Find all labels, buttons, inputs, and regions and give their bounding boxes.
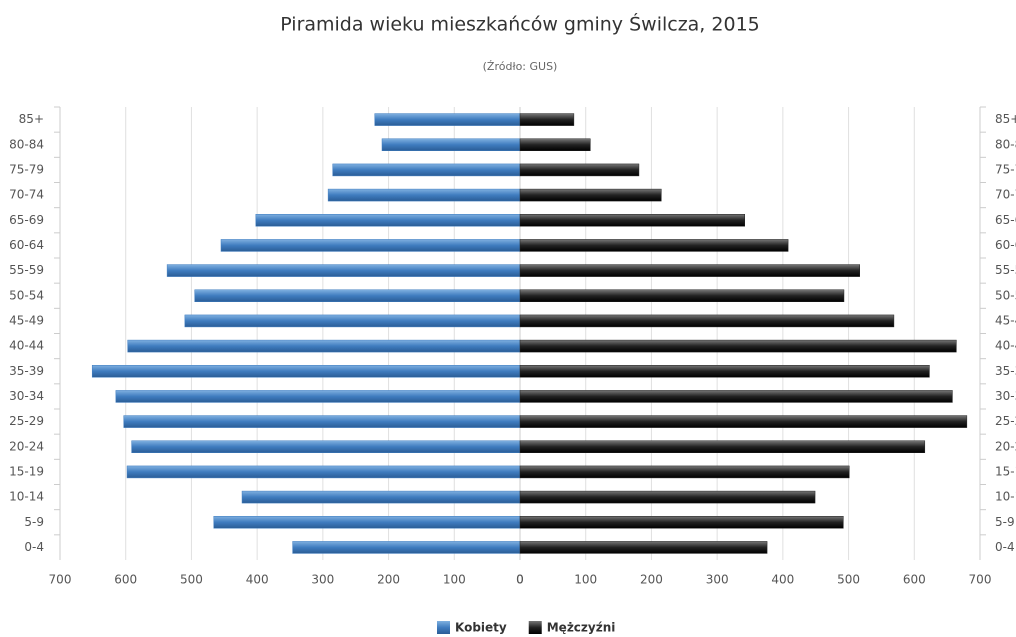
bar — [519, 163, 640, 177]
y-tick-label: 35-39 — [995, 364, 1016, 378]
x-tick-label: 200 — [640, 573, 663, 587]
y-tick-label: 0-4 — [995, 540, 1015, 554]
chart-title: Piramida wieku mieszkańców gminy Świlcza… — [280, 12, 760, 36]
bar — [519, 138, 591, 151]
bar — [194, 289, 521, 302]
y-tick-label: 75-79 — [995, 162, 1016, 176]
y-tick-label: 30-34 — [995, 389, 1016, 403]
bar — [123, 415, 521, 428]
y-tick-label: 50-54 — [9, 288, 44, 302]
x-tick-label: 300 — [311, 573, 334, 587]
bar — [374, 113, 521, 126]
legend-label: Kobiety — [455, 621, 507, 635]
bar — [519, 390, 953, 403]
x-tick-label: 0 — [516, 573, 524, 587]
bar — [166, 264, 521, 277]
y-tick-label: 15-19 — [9, 464, 44, 478]
y-tick-label: 65-69 — [995, 213, 1016, 227]
x-tick-label: 300 — [706, 573, 729, 587]
x-tick-label: 200 — [377, 573, 400, 587]
y-tick-label: 75-79 — [9, 162, 44, 176]
bar — [519, 465, 850, 479]
bar — [332, 163, 521, 177]
y-tick-label: 80-84 — [995, 137, 1016, 151]
bar — [519, 516, 844, 529]
bar — [184, 314, 521, 328]
bar — [519, 289, 845, 302]
y-tick-label: 35-39 — [9, 364, 44, 378]
y-tick-label: 85+ — [19, 112, 44, 126]
y-tick-label: 85+ — [995, 112, 1016, 126]
chart-subtitle: (Źródło: GUS) — [483, 60, 558, 73]
bar — [519, 541, 768, 554]
bar — [519, 314, 895, 328]
bar — [255, 214, 521, 227]
y-tick-label: 15-19 — [995, 464, 1016, 478]
x-tick-label: 400 — [771, 573, 794, 587]
legend-swatch — [528, 621, 542, 634]
y-tick-label: 30-34 — [9, 389, 44, 403]
bar — [519, 415, 968, 428]
y-tick-label: 20-24 — [995, 439, 1016, 453]
bar — [519, 188, 662, 202]
bar — [519, 113, 575, 126]
bar — [292, 541, 521, 554]
bar — [519, 239, 789, 252]
y-tick-label: 70-74 — [9, 188, 44, 202]
y-tick-label: 50-54 — [995, 288, 1016, 302]
bar — [91, 365, 521, 378]
x-tick-label: 500 — [180, 573, 203, 587]
y-tick-label: 65-69 — [9, 213, 44, 227]
bar — [115, 390, 521, 403]
bar — [220, 239, 521, 252]
bar — [519, 440, 926, 453]
y-tick-label: 70-74 — [995, 188, 1016, 202]
y-tick-label: 45-49 — [9, 313, 44, 327]
y-tick-label: 55-59 — [9, 263, 44, 277]
y-tick-label: 55-59 — [995, 263, 1016, 277]
bar — [131, 440, 521, 453]
y-tick-label: 40-44 — [9, 339, 44, 353]
y-tick-label: 10-14 — [995, 490, 1016, 504]
y-tick-label: 5-9 — [24, 515, 44, 529]
x-tick-label: 400 — [246, 573, 269, 587]
y-tick-label: 25-29 — [995, 414, 1016, 428]
x-tick-label: 500 — [837, 573, 860, 587]
y-tick-label: 40-44 — [995, 339, 1016, 353]
bar — [241, 490, 521, 504]
bar — [519, 214, 745, 227]
legend-label: Mężczyźni — [547, 621, 616, 635]
y-tick-label: 10-14 — [9, 490, 44, 504]
bar — [327, 188, 521, 202]
y-tick-label: 25-29 — [9, 414, 44, 428]
bar — [519, 339, 957, 353]
bar — [127, 339, 521, 353]
bar — [381, 138, 521, 151]
bar — [519, 490, 816, 504]
y-tick-label: 80-84 — [9, 137, 44, 151]
x-tick-label: 600 — [114, 573, 137, 587]
y-tick-label: 60-64 — [9, 238, 44, 252]
y-tick-label: 60-64 — [995, 238, 1016, 252]
bar — [213, 516, 521, 529]
bar — [519, 264, 860, 277]
y-tick-label: 5-9 — [995, 515, 1015, 529]
x-tick-label: 0 — [516, 573, 524, 587]
y-tick-label: 0-4 — [24, 540, 44, 554]
bar — [126, 465, 521, 479]
x-tick-label: 700 — [969, 573, 992, 587]
legend-swatch — [437, 621, 450, 634]
bar — [519, 365, 930, 378]
y-tick-label: 20-24 — [9, 439, 44, 453]
x-tick-label: 100 — [443, 573, 466, 587]
x-tick-label: 100 — [574, 573, 597, 587]
y-tick-label: 45-49 — [995, 313, 1016, 327]
x-tick-label: 600 — [903, 573, 926, 587]
x-tick-label: 700 — [49, 573, 72, 587]
